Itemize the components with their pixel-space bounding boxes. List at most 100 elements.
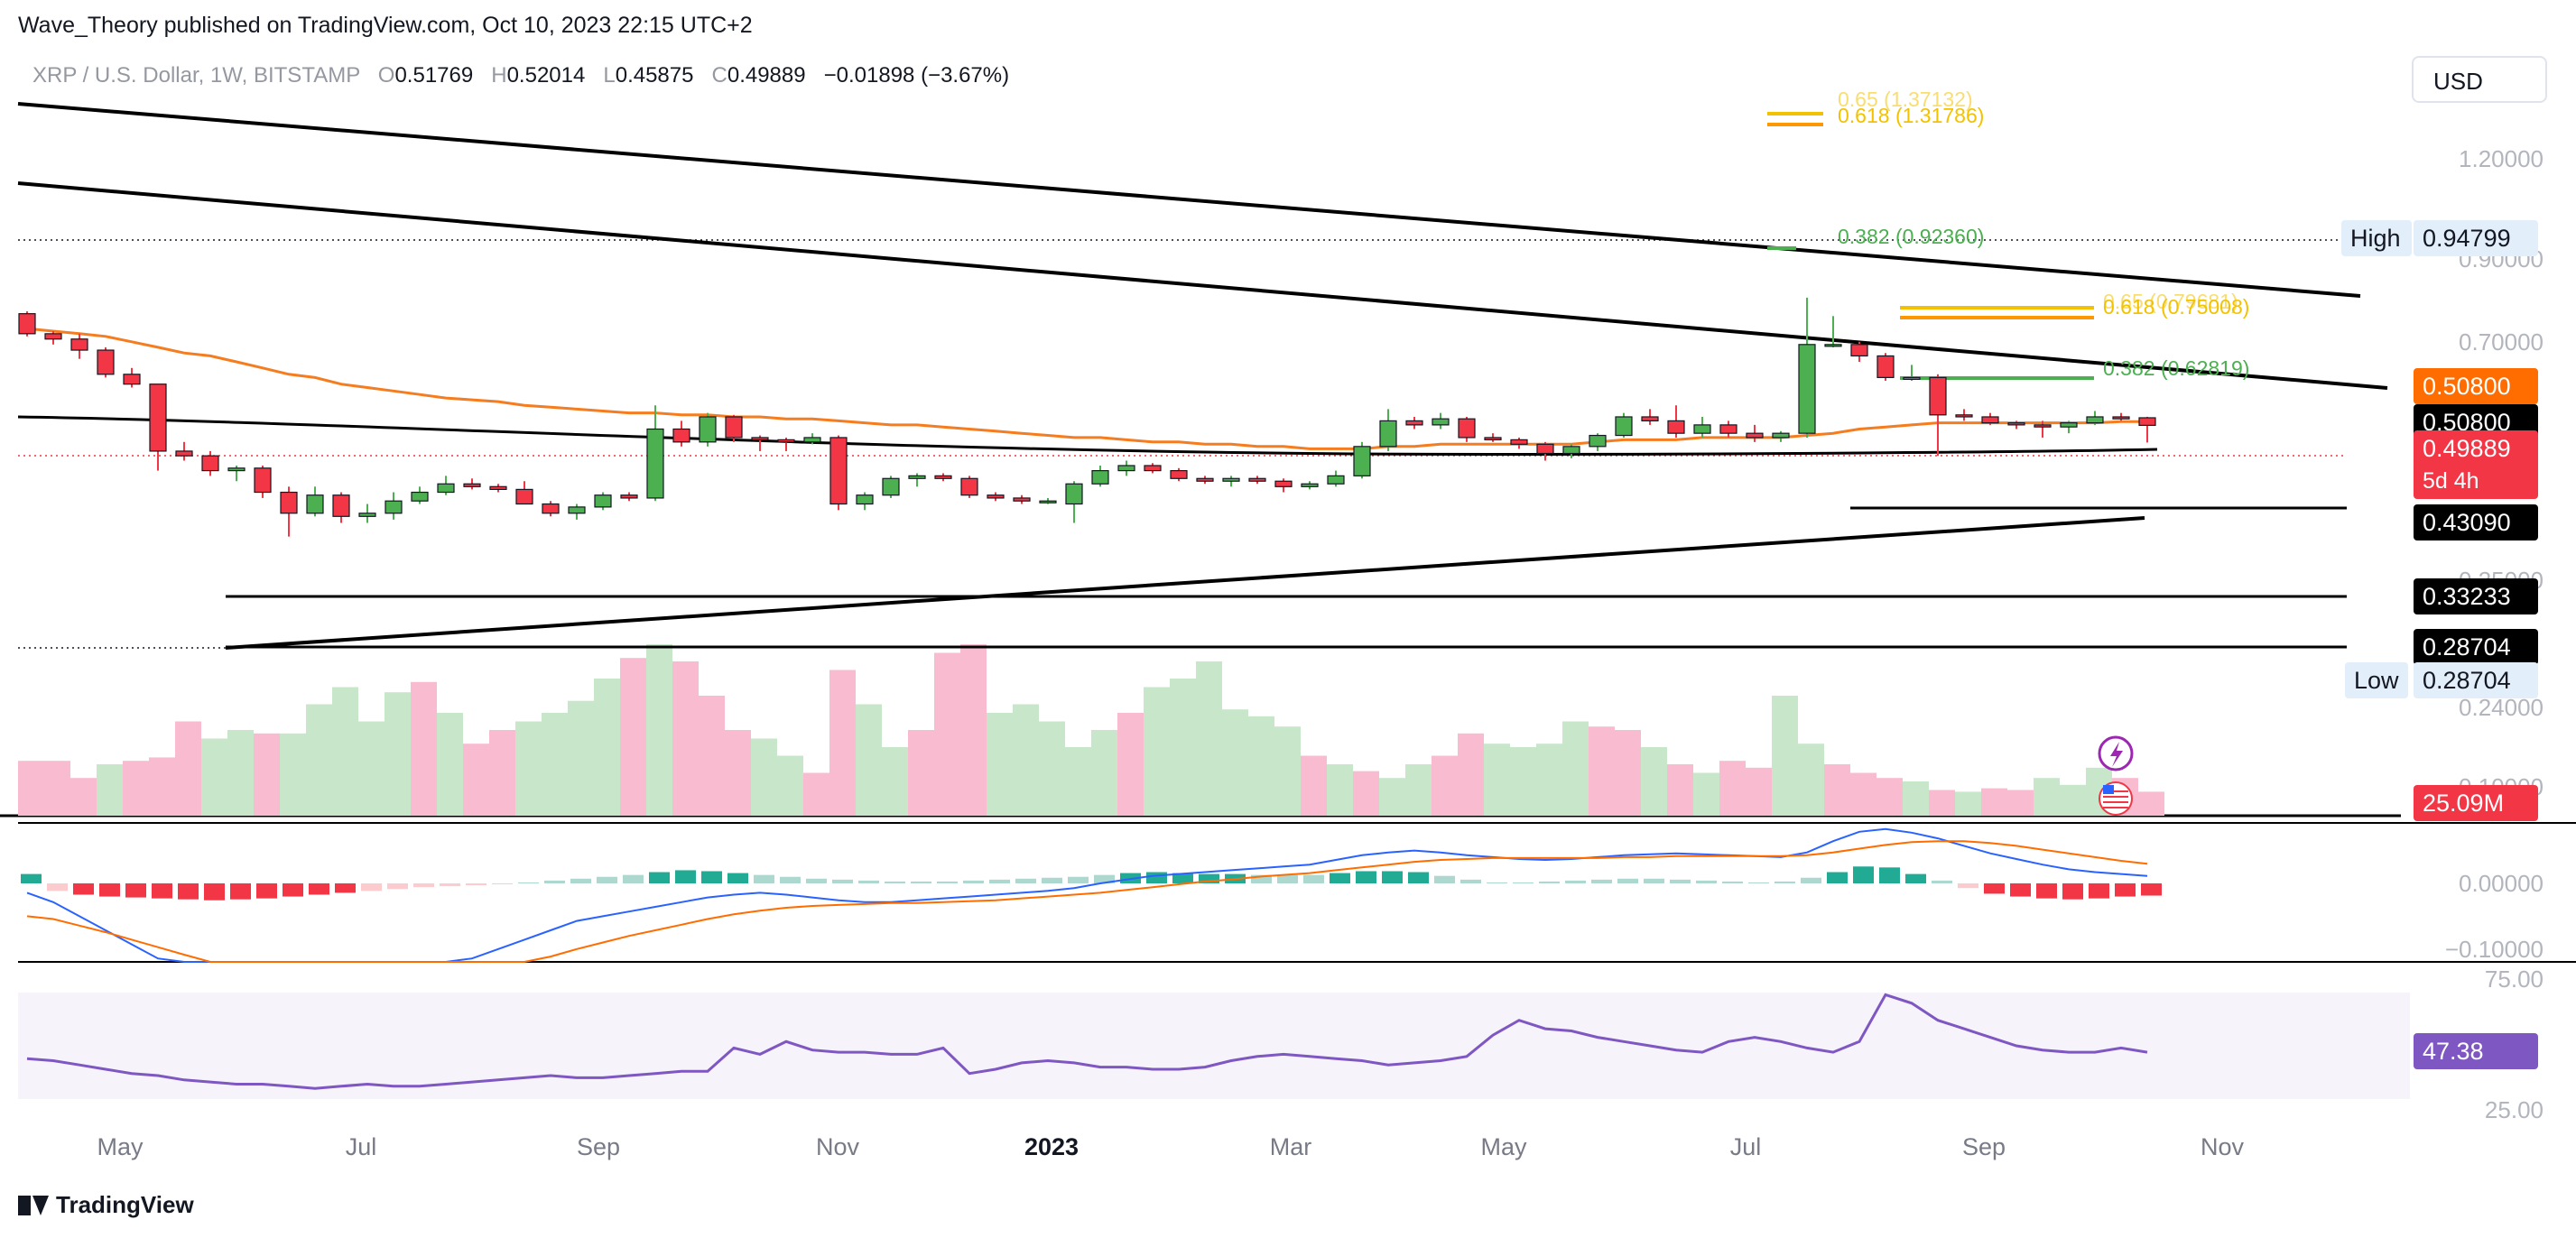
candle-body xyxy=(70,338,88,351)
currency-selector[interactable]: USD xyxy=(2412,56,2547,103)
volume-bar xyxy=(646,644,672,816)
volume-bar xyxy=(1510,747,1536,816)
candle-body xyxy=(227,467,246,472)
macd-histogram-bar xyxy=(701,871,722,883)
macd-axis-tick: −0.10000 xyxy=(2445,936,2544,963)
macd-histogram-bar xyxy=(1932,880,1952,883)
volume-bar xyxy=(751,738,777,816)
candle-body xyxy=(777,439,795,443)
macd-histogram-bar xyxy=(989,879,1010,883)
volume-bar xyxy=(1876,778,1903,816)
macd-histogram-bar xyxy=(73,883,94,895)
candle-body xyxy=(1353,446,1371,476)
tradingview-logo[interactable]: TradingView xyxy=(18,1191,194,1219)
macd-histogram-bar xyxy=(2010,883,2031,897)
candle-body xyxy=(882,477,900,496)
volume-bar xyxy=(1274,726,1301,816)
publisher-credit: Wave_Theory published on TradingView.com… xyxy=(18,13,753,38)
candle-body xyxy=(1091,469,1109,485)
candle-body xyxy=(254,467,272,494)
candle-body xyxy=(280,491,298,514)
price-axis-tick: 0.70000 xyxy=(2459,328,2544,356)
volume-bar xyxy=(201,738,227,816)
high-value: 0.52014 xyxy=(506,63,586,88)
volume-bar xyxy=(829,670,856,816)
volume-value-tag: 25.09M xyxy=(2414,785,2538,821)
candle-body xyxy=(1929,376,1947,416)
price-tag-value: 0.49889 xyxy=(2423,435,2511,462)
volume-bar xyxy=(2138,791,2164,816)
candle-body xyxy=(987,494,1005,499)
candle-body xyxy=(358,513,376,517)
candle-body xyxy=(620,494,638,499)
price-tag-value: 0.28704 xyxy=(2423,633,2511,661)
macd-histogram-bar xyxy=(1853,866,1874,883)
open-label: O xyxy=(377,63,395,88)
volume-bar xyxy=(1144,687,1170,816)
volume-bar xyxy=(1248,716,1274,816)
volume-bar xyxy=(1850,772,1876,816)
macd-histogram-bar xyxy=(544,880,565,883)
candle-body xyxy=(1746,432,1764,439)
time-axis-tick: 2023 xyxy=(1024,1133,1079,1160)
macd-histogram-bar xyxy=(963,880,984,883)
candle-body xyxy=(2112,416,2130,420)
candle-body xyxy=(44,333,62,340)
macd-histogram-bar xyxy=(47,883,68,892)
high-label: H xyxy=(491,63,507,88)
candle-body xyxy=(1589,434,1607,448)
volume-bar xyxy=(1589,726,1615,816)
volume-bar xyxy=(1222,709,1248,816)
volume-bar xyxy=(542,713,568,816)
macd-histogram-bar xyxy=(780,876,801,883)
volume-bar xyxy=(1065,747,1091,816)
time-axis-tick: May xyxy=(97,1133,144,1160)
candle-body xyxy=(751,437,769,440)
candle-body xyxy=(803,437,821,443)
candle-body xyxy=(149,383,167,452)
macd-histogram-bar xyxy=(1644,878,1664,883)
level-price-tag: 0.33233 xyxy=(2414,578,2538,614)
macd-histogram-bar xyxy=(1879,867,1900,883)
candle-body xyxy=(2086,416,2104,424)
macd-histogram-bar xyxy=(1670,879,1691,883)
macd-histogram-bar xyxy=(1748,882,1769,883)
volume-bar xyxy=(699,696,725,816)
volume-bar xyxy=(1667,764,1693,816)
candle-body xyxy=(97,349,115,375)
candle-body xyxy=(908,475,926,479)
price-axis-tick: 1.20000 xyxy=(2459,145,2544,172)
macd-histogram-bar xyxy=(1408,872,1429,883)
macd-histogram-bar xyxy=(2141,883,2162,896)
upper-trendline xyxy=(17,102,2361,298)
volume-bar xyxy=(1170,679,1196,816)
us-flag-canton xyxy=(2103,785,2114,794)
volume-bar xyxy=(463,744,489,816)
macd-histogram-bar xyxy=(99,883,120,897)
volume-bar xyxy=(332,687,358,816)
volume-bar xyxy=(1615,730,1641,816)
volume-bar xyxy=(1719,761,1746,816)
volume-bar xyxy=(358,721,385,816)
macd-histogram-bar xyxy=(361,883,382,892)
low-price-tag: 0.28704 xyxy=(2414,662,2538,698)
candle-body xyxy=(2138,417,2156,426)
symbol-title[interactable]: XRP / U.S. Dollar, 1W, BITSTAMP xyxy=(32,63,360,88)
volume-bar xyxy=(254,733,280,816)
macd-histogram-bar xyxy=(1722,881,1743,883)
candle-body xyxy=(1484,437,1502,440)
candle-body xyxy=(1798,344,1816,434)
price-axis-tick: 0.24000 xyxy=(2459,694,2544,721)
macd-histogram-bar xyxy=(806,878,827,883)
candle-body xyxy=(1248,477,1266,482)
tradingview-logo-text: TradingView xyxy=(56,1191,194,1218)
candle-body xyxy=(1850,344,1868,357)
candle-body xyxy=(1824,344,1842,347)
volume-bar xyxy=(1641,747,1667,816)
volume-bar xyxy=(227,730,254,816)
candle-body xyxy=(463,483,481,487)
macd-histogram-bar xyxy=(1356,871,1376,883)
candle-body xyxy=(1536,443,1554,455)
volume-bar xyxy=(620,658,646,816)
